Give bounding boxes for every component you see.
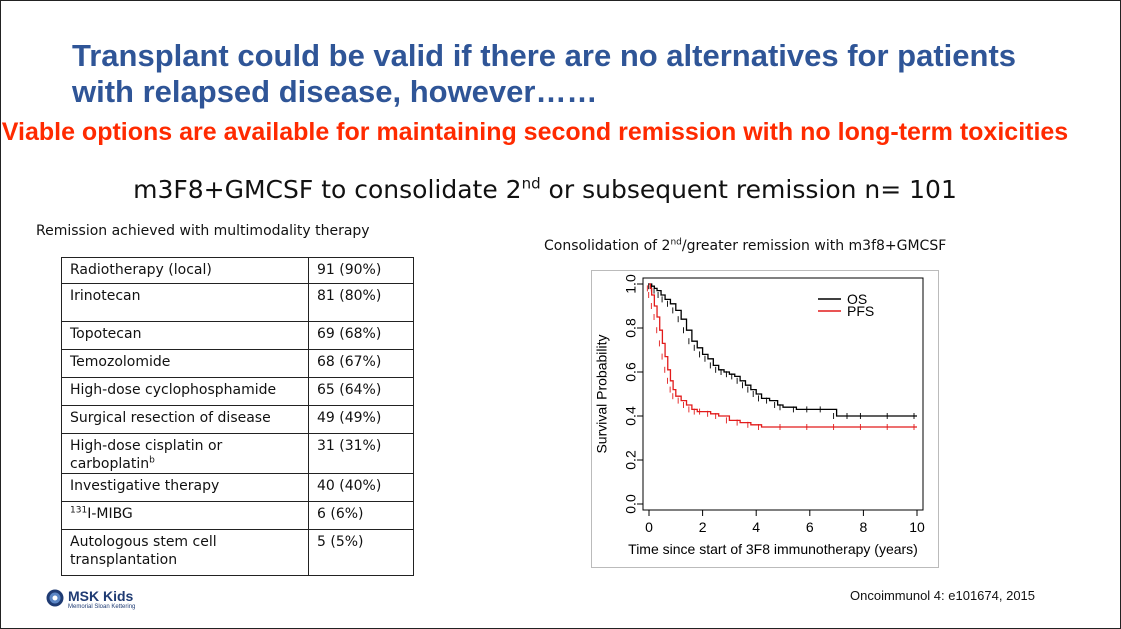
x-tick-label: 2 bbox=[699, 519, 707, 535]
chart-caption-pre: Consolidation of 2 bbox=[544, 238, 671, 254]
heading-post: or subsequent remission n= 101 bbox=[540, 175, 957, 204]
table-row: Radiotherapy (local) 91 (90%) bbox=[61, 257, 414, 284]
table-row: Autologous stem cell transplantation 5 (5… bbox=[61, 529, 414, 576]
therapy-count-cell: 69 (68%) bbox=[308, 321, 414, 350]
chart-border bbox=[591, 270, 939, 568]
therapy-name-cell: Investigative therapy bbox=[61, 473, 309, 502]
therapy-count-cell: 31 (31%) bbox=[308, 433, 414, 474]
therapy-name-cell: Autologous stem cell transplantation bbox=[61, 529, 309, 576]
table-row: High-dose cyclophosphamide 65 (64%) bbox=[61, 377, 414, 406]
therapy-count-cell: 91 (90%) bbox=[308, 257, 414, 284]
logo-text: MSK Kids bbox=[68, 588, 134, 604]
table-row: Investigative therapy 40 (40%) bbox=[61, 473, 414, 502]
msk-kids-logo: MSK Kids Memorial Sloan Kettering bbox=[46, 588, 196, 616]
therapy-name: Topotecan bbox=[70, 326, 142, 342]
chart-caption-post: /greater remission with m3f8+GMCSF bbox=[681, 238, 947, 254]
y-axis-label: Survival Probability bbox=[594, 334, 610, 453]
logo-subtext: Memorial Sloan Kettering bbox=[68, 604, 136, 610]
slide-heading: m3F8+GMCSF to consolidate 2nd or subsequ… bbox=[0, 173, 1090, 207]
series-line-pfs bbox=[649, 283, 917, 428]
x-axis-label: Time since start of 3F8 immunotherapy (y… bbox=[628, 541, 918, 557]
table-caption: Remission achieved with multimodality th… bbox=[36, 223, 370, 239]
y-tick-label: 0.2 bbox=[623, 450, 639, 470]
citation: Oncoimmunol 4: e101674, 2015 bbox=[850, 588, 1036, 603]
therapy-name-cell: High-dose cyclophosphamide bbox=[61, 377, 309, 406]
chart-caption: Consolidation of 2nd/greater remission w… bbox=[544, 238, 946, 254]
therapy-count-cell: 5 (5%) bbox=[308, 529, 414, 576]
x-tick-label: 4 bbox=[752, 519, 760, 535]
therapy-name-cell: Surgical resection of disease bbox=[61, 405, 309, 434]
therapy-name-cell: 131I-MIBG bbox=[61, 501, 309, 530]
y-tick-label: 0.6 bbox=[623, 362, 639, 382]
y-tick-label: 0.0 bbox=[623, 494, 639, 514]
series-line-os bbox=[649, 283, 917, 417]
x-tick-label: 10 bbox=[909, 519, 925, 535]
therapy-name-cell: Topotecan bbox=[61, 321, 309, 350]
therapy-name: High-dose cisplatin or carboplatin bbox=[70, 438, 223, 472]
chart-caption-sup: nd bbox=[670, 237, 682, 248]
slide-subtitle: Viable options are available for maintai… bbox=[1, 118, 1069, 146]
y-tick-label: 1.0 bbox=[623, 274, 639, 294]
table-row: Surgical resection of disease 49 (49%) bbox=[61, 405, 414, 434]
therapy-name: Temozolomide bbox=[70, 354, 171, 370]
therapy-name: Irinotecan bbox=[70, 288, 141, 304]
table-row: 131I-MIBG 6 (6%) bbox=[61, 501, 414, 530]
table-row: Topotecan 69 (68%) bbox=[61, 321, 414, 350]
therapy-count-cell: 40 (40%) bbox=[308, 473, 414, 502]
therapy-name-cell: Irinotecan bbox=[61, 283, 309, 322]
therapy-name-cell: Radiotherapy (local) bbox=[61, 257, 309, 284]
therapy-name-cell: High-dose cisplatin or carboplatinb bbox=[61, 433, 309, 474]
table-row: Temozolomide 68 (67%) bbox=[61, 349, 414, 378]
legend-label-os: OS bbox=[847, 291, 867, 307]
therapy-count-cell: 81 (80%) bbox=[308, 283, 414, 322]
x-tick-label: 6 bbox=[806, 519, 814, 535]
therapy-name: High-dose cyclophosphamide bbox=[70, 382, 277, 398]
therapy-name-footnote: b bbox=[149, 455, 155, 466]
survival-chart: 0 2 4 6 8 10 0.0 0.2 0.4 0.6 0.8 1.0 Time since star… bbox=[591, 270, 939, 568]
heading-sup: nd bbox=[521, 174, 541, 193]
heading-pre: m3F8+GMCSF to consolidate 2 bbox=[133, 175, 522, 204]
slide-title: Transplant could be valid if there are n… bbox=[72, 38, 1017, 109]
therapy-name: Surgical resection of disease bbox=[70, 410, 271, 426]
therapy-count-cell: 65 (64%) bbox=[308, 377, 414, 406]
therapy-name: Autologous stem cell transplantation bbox=[70, 534, 217, 568]
y-tick-label: 0.8 bbox=[623, 318, 639, 338]
x-tick-label: 0 bbox=[645, 519, 653, 535]
x-tick-label: 8 bbox=[860, 519, 868, 535]
y-tick-label: 0.4 bbox=[623, 406, 639, 426]
plot-area bbox=[642, 277, 924, 511]
therapy-name: I-MIBG bbox=[87, 506, 133, 522]
logo-badge-icon bbox=[46, 589, 64, 607]
therapy-name: Radiotherapy (local) bbox=[70, 262, 212, 278]
therapy-name-prefix: 131 bbox=[70, 505, 88, 516]
table-row: Irinotecan 81 (80%) bbox=[61, 283, 414, 322]
therapy-count-cell: 49 (49%) bbox=[308, 405, 414, 434]
therapy-table: Radiotherapy (local) 91 (90%) Irinotecan 81… bbox=[61, 257, 414, 576]
therapy-count-cell: 6 (6%) bbox=[308, 501, 414, 530]
table-row: High-dose cisplatin or carboplatinb 31 (3… bbox=[61, 433, 414, 474]
therapy-name-cell: Temozolomide bbox=[61, 349, 309, 378]
therapy-name: Investigative therapy bbox=[70, 478, 220, 494]
therapy-count-cell: 68 (67%) bbox=[308, 349, 414, 378]
legend-label-pfs: PFS bbox=[847, 303, 874, 319]
